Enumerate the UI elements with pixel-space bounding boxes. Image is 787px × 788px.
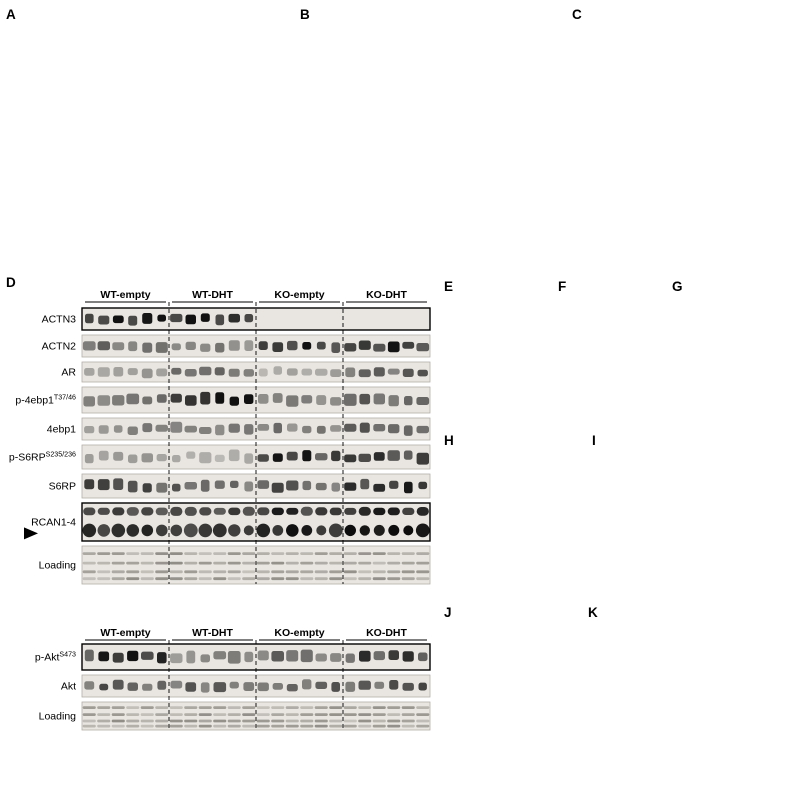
blot-group-label: KO-DHT xyxy=(366,627,407,639)
blot-group-label: WT-DHT xyxy=(192,289,233,301)
panel-letter-k: K xyxy=(588,605,598,620)
blot-row-akt: Akt xyxy=(61,674,431,698)
blot-row-4ebp1: 4ebp1 xyxy=(47,417,431,441)
blot-group-headers: WT-empty WT-DHT KO-empty KO-DHT xyxy=(85,289,427,303)
blot-row-label: p-4ebp1T37/46 xyxy=(15,394,76,407)
blot-row-s6rp: S6RP xyxy=(49,473,431,499)
blot-row-label: ACTN2 xyxy=(42,341,77,353)
panel-letter-b: B xyxy=(300,7,310,22)
blot-row-label: AR xyxy=(61,367,76,379)
blot-row-actn3: ACTN3 xyxy=(42,307,431,331)
blot-group-label: WT-DHT xyxy=(192,627,233,639)
panel-letter-c: C xyxy=(572,7,582,22)
blot-row-actn2: ACTN2 xyxy=(42,334,431,358)
blot-row-loading: Loading xyxy=(39,701,431,731)
blot-row-label: RCAN1-4 xyxy=(31,517,76,529)
blot-row-rcan1-4: RCAN1-4 xyxy=(24,502,431,542)
blot-group-headers: WT-empty WT-DHT KO-empty KO-DHT xyxy=(85,627,427,641)
blot-row-label: ACTN3 xyxy=(42,314,77,326)
blot-row-loading: Loading xyxy=(39,545,431,585)
arrowhead-icon xyxy=(24,527,38,540)
panel-letter-e: E xyxy=(444,279,454,294)
blot-row-label: 4ebp1 xyxy=(47,424,76,436)
blot-group-label: KO-empty xyxy=(274,289,324,301)
western-blot-top: WT-empty WT-DHT KO-empty KO-DHT ACTN3 ACTN2 AR… xyxy=(6,288,436,595)
blot-row-label: p-S6RPS235/236 xyxy=(9,451,76,464)
blot-group-label: WT-empty xyxy=(100,627,150,639)
blot-row-p-s6rp: p-S6RPS235/236 xyxy=(9,444,431,470)
blot-row-ar: AR xyxy=(61,361,431,383)
panel-letter-a: A xyxy=(6,7,16,22)
blot-group-label: KO-DHT xyxy=(366,289,407,301)
blot-row-p-akt: p-AktS473 xyxy=(35,643,431,671)
western-blot-bottom: WT-empty WT-DHT KO-empty KO-DHT p-AktS473 Akt… xyxy=(6,626,436,741)
blot-group-label: WT-empty xyxy=(100,289,150,301)
blot-row-label: p-AktS473 xyxy=(35,651,76,664)
blot-row-label: Akt xyxy=(61,681,76,693)
panel-letter-j: J xyxy=(444,605,452,620)
blot-row-label: Loading xyxy=(39,711,77,723)
blot_top-svg: WT-empty WT-DHT KO-empty KO-DHT ACTN3 ACTN2 AR… xyxy=(9,289,431,585)
panel-letter-i: I xyxy=(592,433,596,448)
panel-letter-f: F xyxy=(558,279,567,294)
panel-letter-h: H xyxy=(444,433,454,448)
blot-row-p-4ebp1: p-4ebp1T37/46 xyxy=(15,386,431,414)
blot-group-label: KO-empty xyxy=(274,627,324,639)
panel-letter-d: D xyxy=(6,275,16,290)
blot-row-label: S6RP xyxy=(49,481,76,493)
panel-letter-g: G xyxy=(672,279,683,294)
blot-row-label: Loading xyxy=(39,560,77,572)
blot_bottom-svg: WT-empty WT-DHT KO-empty KO-DHT p-AktS473 Akt… xyxy=(35,627,431,731)
